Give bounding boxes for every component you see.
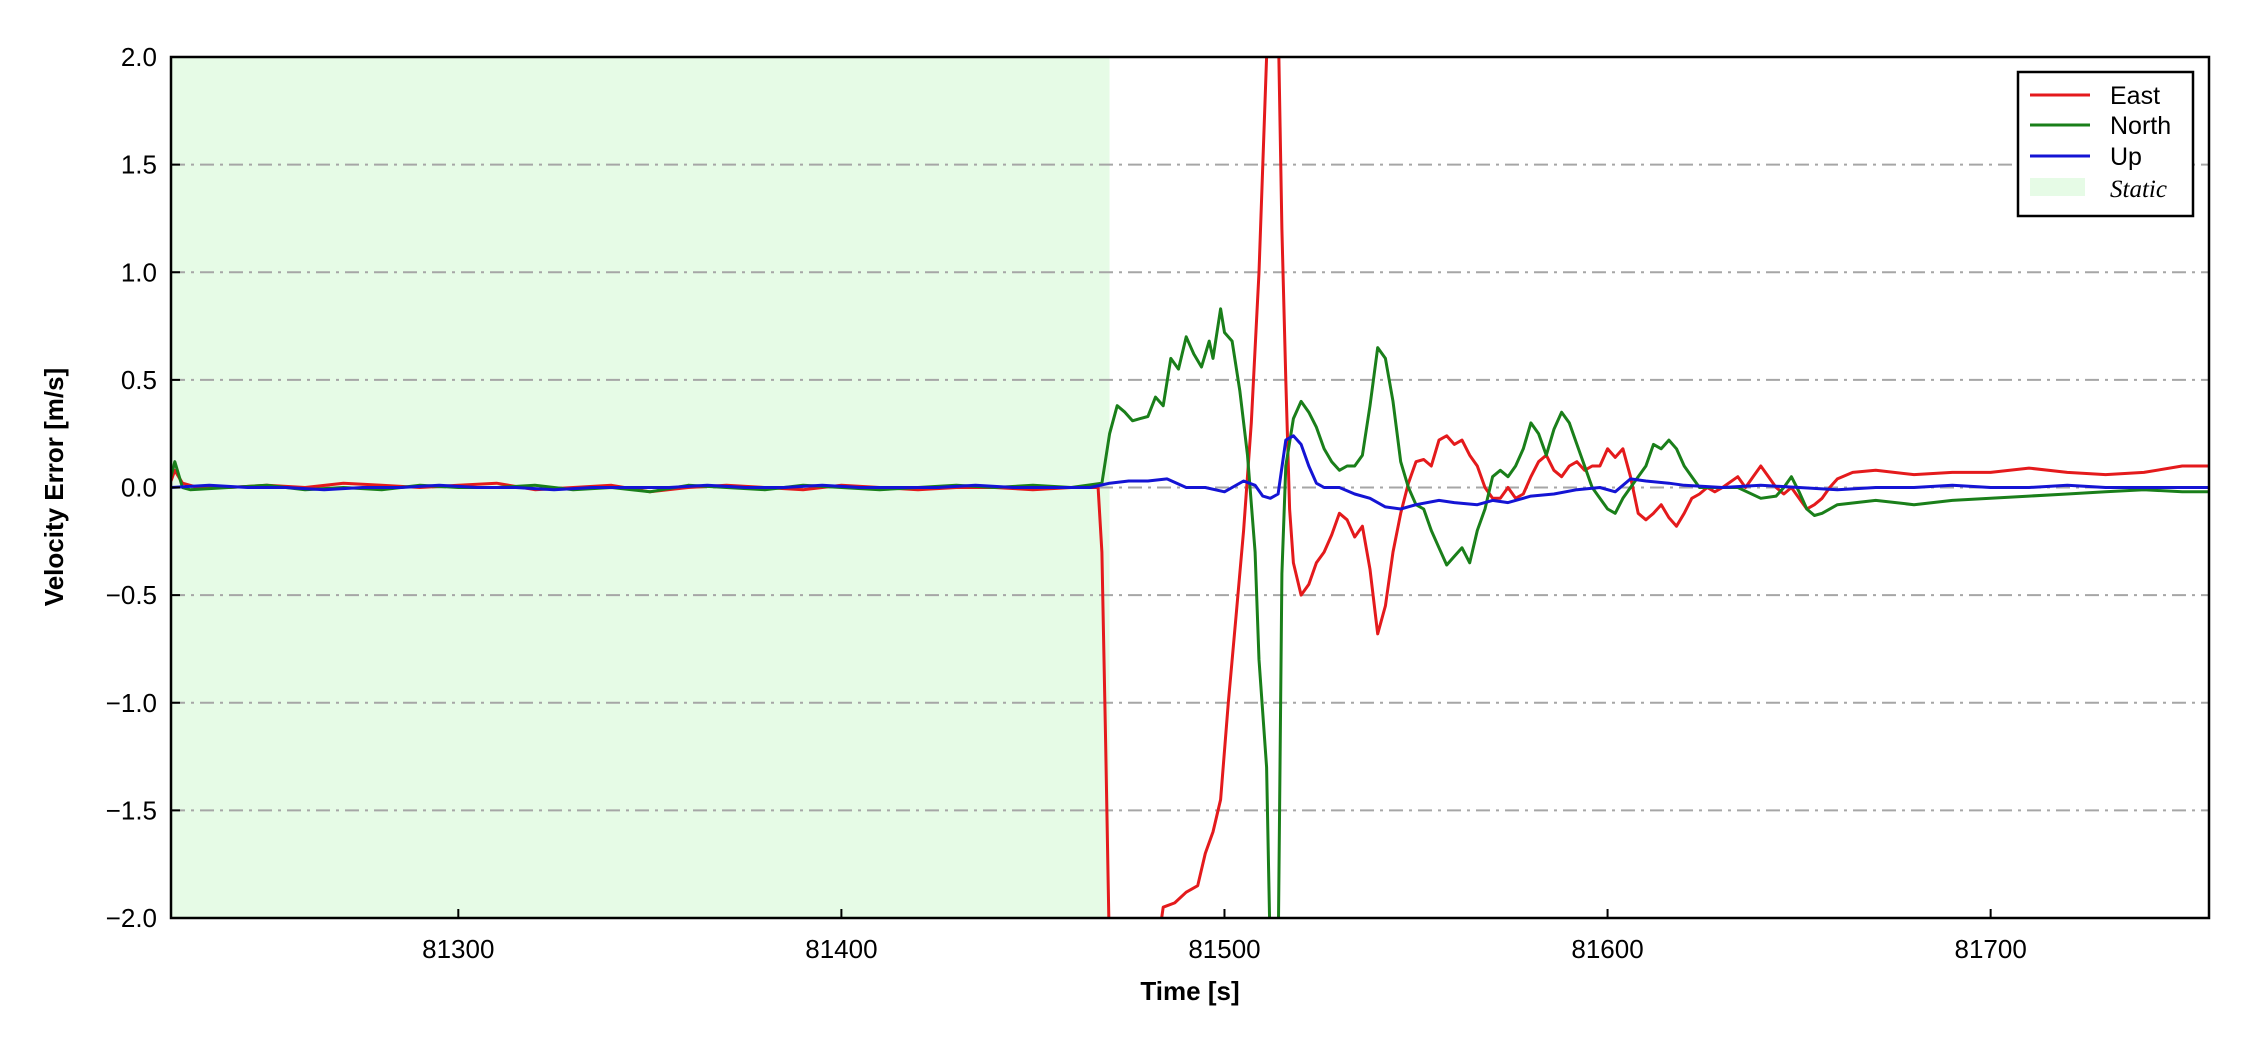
series-lines: [171, 57, 2209, 918]
series-line-up: [171, 434, 2209, 511]
y-axis: 2.0 1.5 1.0 0.5 0.0 −0.5 −1.0 −1.5 −2.0: [106, 42, 180, 933]
x-axis-label: Time [s]: [1140, 976, 1239, 1006]
legend-up-label: Up: [2110, 143, 2142, 171]
y-tick-label: 1.5: [121, 150, 157, 180]
y-tick-label: −0.5: [106, 580, 157, 610]
y-tick-label: 2.0: [121, 42, 157, 72]
y-tick-label: −2.0: [106, 903, 157, 933]
x-tick-label: 81300: [422, 934, 494, 964]
y-tick-label: 0.0: [121, 473, 157, 503]
legend-north-label: North: [2110, 112, 2171, 140]
y-tick-label: −1.0: [106, 688, 157, 718]
x-axis: 81300 81400 81500 81600 81700: [422, 909, 2027, 964]
x-tick-label: 81700: [1954, 934, 2026, 964]
legend: East North Up Static: [2016, 70, 2195, 218]
y-tick-label: 1.0: [121, 257, 157, 287]
x-tick-label: 81500: [1188, 934, 1260, 964]
legend-east-label: East: [2110, 82, 2160, 110]
legend-static-label: Static: [2110, 176, 2167, 203]
y-axis-label: Velocity Error [m/s]: [39, 368, 69, 606]
legend-static-swatch: [2030, 178, 2085, 196]
x-tick-label: 81400: [805, 934, 877, 964]
y-tick-label: −1.5: [106, 795, 157, 825]
y-tick-label: 0.5: [121, 365, 157, 395]
x-tick-label: 81600: [1571, 934, 1643, 964]
